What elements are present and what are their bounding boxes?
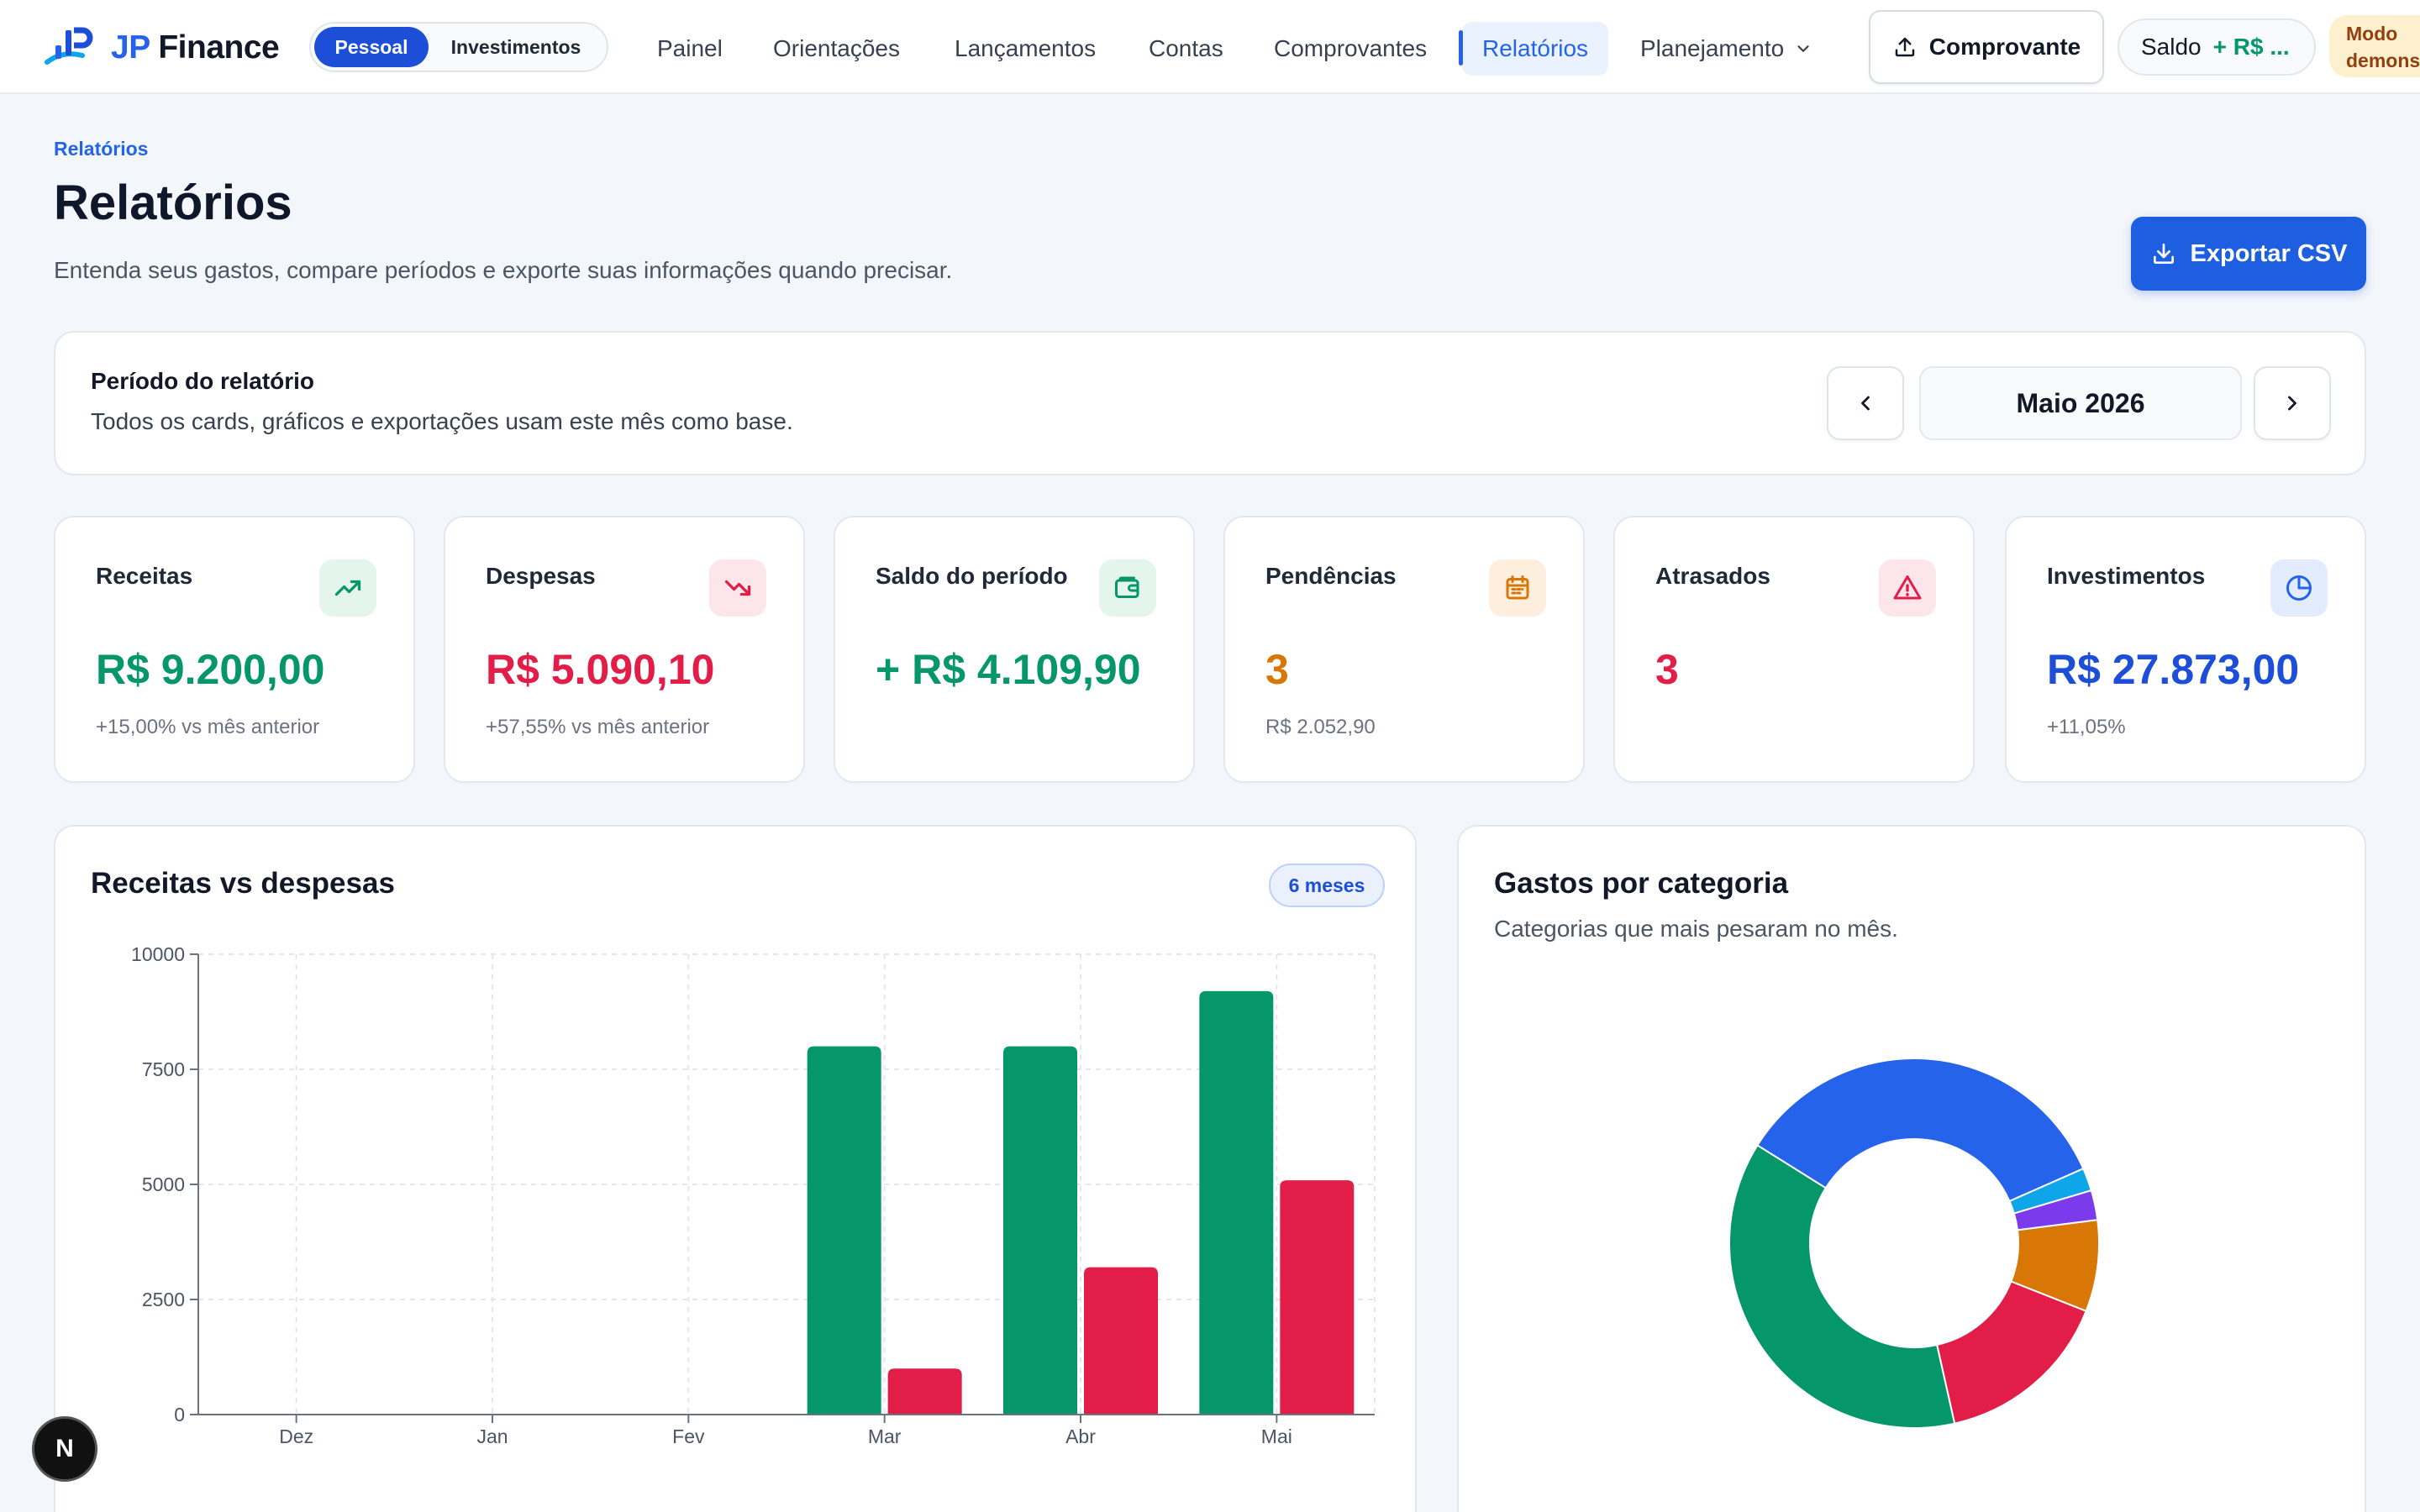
chevron-down-icon [1797, 45, 1809, 52]
chevron-left-icon [1861, 396, 1870, 411]
stat-card-pendencias: Pendências 3 R$ 2.052,90 [1223, 516, 1585, 783]
comprovante-button-label: Comprovante [1928, 34, 2081, 60]
top-navigation-bar: JP Finance Pessoal Investimentos Painel … [0, 0, 2420, 94]
stat-value: R$ 9.200,00 [96, 646, 325, 693]
logo-jp: JP [111, 29, 150, 66]
y-tick-label: 10000 [131, 943, 185, 965]
y-tick-label: 0 [174, 1404, 185, 1425]
period-title: Período do relatório [91, 368, 315, 394]
stat-value: 3 [1265, 646, 1289, 693]
mode-toggle: Pessoal Investimentos [309, 22, 608, 72]
stat-value: R$ 5.090,10 [486, 646, 715, 693]
stat-label: Atrasados [1655, 563, 1770, 589]
logo-finance: Finance [158, 29, 280, 66]
nav-item-comprovantes[interactable]: Comprovantes [1274, 35, 1428, 61]
stat-value: 3 [1655, 646, 1679, 693]
page-title: Relatórios [54, 176, 292, 230]
nav-item-contas[interactable]: Contas [1149, 35, 1223, 61]
pie-chart-icon [2270, 559, 2328, 617]
period-selector[interactable]: Maio 2026 [1919, 366, 2242, 440]
donut-slice[interactable] [1756, 1058, 2085, 1203]
trending-down-icon [709, 559, 766, 617]
stat-card-receitas: Receitas R$ 9.200,00 +15,00% vs mês ante… [54, 516, 415, 783]
calendar-icon [1489, 559, 1546, 617]
saldo-value: + R$ ... [2212, 34, 2290, 60]
y-tick-label: 2500 [142, 1289, 185, 1310]
nav-item-orientacoes[interactable]: Orientações [773, 35, 900, 61]
donut-chart-title: Gastos por categoria [1494, 867, 1789, 900]
nav-item-painel[interactable]: Painel [657, 35, 723, 61]
period-card: Período do relatório Todos os cards, grá… [54, 331, 2366, 475]
income-bar [807, 1046, 881, 1415]
expense-bar [887, 1368, 962, 1415]
saldo-label: Saldo [2141, 34, 2202, 60]
logo-text: JP Finance [111, 29, 280, 66]
stat-card-despesas: Despesas R$ 5.090,10 +57,55% vs mês ante… [444, 516, 805, 783]
stat-value: + R$ 4.109,90 [876, 646, 1141, 693]
expense-bar [1280, 1180, 1355, 1415]
stat-card-saldo: Saldo do período + R$ 4.109,90 [834, 516, 1195, 783]
x-tick-label: Mai [1261, 1425, 1292, 1447]
income-vs-expense-chart: 0 2500 5000 7500 10000 Dez Jan Fev Mar Abr Mai [131, 943, 1376, 1447]
x-tick-label: Jan [476, 1425, 508, 1447]
export-csv-label: Exportar CSV [2190, 239, 2348, 267]
expense-bar [1084, 1267, 1158, 1415]
income-vs-expense-card: 0 2500 5000 7500 10000 Dez Jan Fev Mar Abr Mai Rec… [54, 825, 1417, 1512]
wallet-icon [1099, 559, 1156, 617]
y-tick-label: 7500 [142, 1058, 185, 1080]
income-bar [1199, 990, 1274, 1415]
nav-item-lancamentos[interactable]: Lançamentos [955, 35, 1097, 61]
stat-label: Receitas [96, 563, 193, 589]
income-bar [1003, 1046, 1077, 1415]
stat-label: Despesas [486, 563, 596, 589]
mode-tab-investimentos[interactable]: Investimentos [450, 35, 581, 58]
x-tick-label: Dez [279, 1425, 313, 1447]
demo-mode-badge[interactable]: Modo demons [2329, 15, 2420, 77]
logo-mark-icon [45, 27, 93, 65]
bar-chart-title: Receitas vs despesas [91, 867, 395, 900]
stat-note: +15,00% vs mês anterior [96, 716, 320, 738]
spending-by-category-card: Gastos por categoria Categorias que mais… [1457, 825, 2366, 1512]
stat-card-atrasados: Atrasados 3 [1613, 516, 1975, 783]
previous-month-button[interactable] [1827, 366, 1904, 440]
download-icon [2153, 244, 2174, 264]
chevron-right-icon [2288, 396, 2296, 411]
dev-tools-badge[interactable]: N [32, 1416, 97, 1482]
stat-note: R$ 2.052,90 [1265, 716, 1376, 738]
stat-card-investimentos: Investimentos R$ 27.873,00 +11,05% [2005, 516, 2366, 783]
y-tick-label: 5000 [142, 1173, 185, 1195]
stat-note: +11,05% [2047, 716, 2126, 738]
saldo-pill[interactable]: Saldo + R$ ... [2118, 18, 2316, 76]
stat-note: +57,55% vs mês anterior [486, 716, 710, 738]
nav-item-planejamento[interactable]: Planejamento [1620, 22, 1833, 76]
donut-chart-subtitle: Categorias que mais pesaram no mês. [1494, 916, 1898, 942]
stat-label: Pendências [1265, 563, 1397, 589]
demo-badge-line2: demons [2346, 50, 2420, 71]
stat-value: R$ 27.873,00 [2047, 646, 2300, 693]
donut-slice[interactable] [1728, 1144, 1956, 1429]
x-tick-label: Abr [1065, 1425, 1096, 1447]
donut-slice[interactable] [1935, 1280, 2087, 1425]
period-range-badge[interactable]: 6 meses [1269, 864, 1385, 907]
upload-icon [1895, 37, 1915, 57]
demo-badge-line1: Modo [2346, 23, 2398, 45]
alert-triangle-icon [1879, 559, 1936, 617]
x-tick-label: Fev [672, 1425, 705, 1447]
upload-comprovante-button[interactable]: Comprovante [1869, 10, 2104, 84]
trending-up-icon [319, 559, 376, 617]
export-csv-button[interactable]: Exportar CSV [2131, 217, 2366, 291]
page-subtitle: Entenda seus gastos, compare períodos e … [54, 257, 953, 283]
breadcrumb[interactable]: Relatórios [54, 138, 149, 160]
nav-item-planejamento-label: Planejamento [1640, 35, 1785, 61]
stat-label: Investimentos [2047, 563, 2206, 589]
mode-tab-pessoal[interactable]: Pessoal [314, 27, 429, 67]
spending-donut-chart [1728, 1058, 2100, 1429]
stat-label: Saldo do período [876, 563, 1068, 589]
nav-item-relatorios[interactable]: Relatórios [1458, 22, 1609, 76]
x-tick-label: Mar [868, 1425, 902, 1447]
period-description: Todos os cards, gráficos e exportações u… [91, 408, 793, 434]
next-month-button[interactable] [2254, 366, 2331, 440]
app-logo[interactable]: JP Finance [44, 25, 280, 71]
